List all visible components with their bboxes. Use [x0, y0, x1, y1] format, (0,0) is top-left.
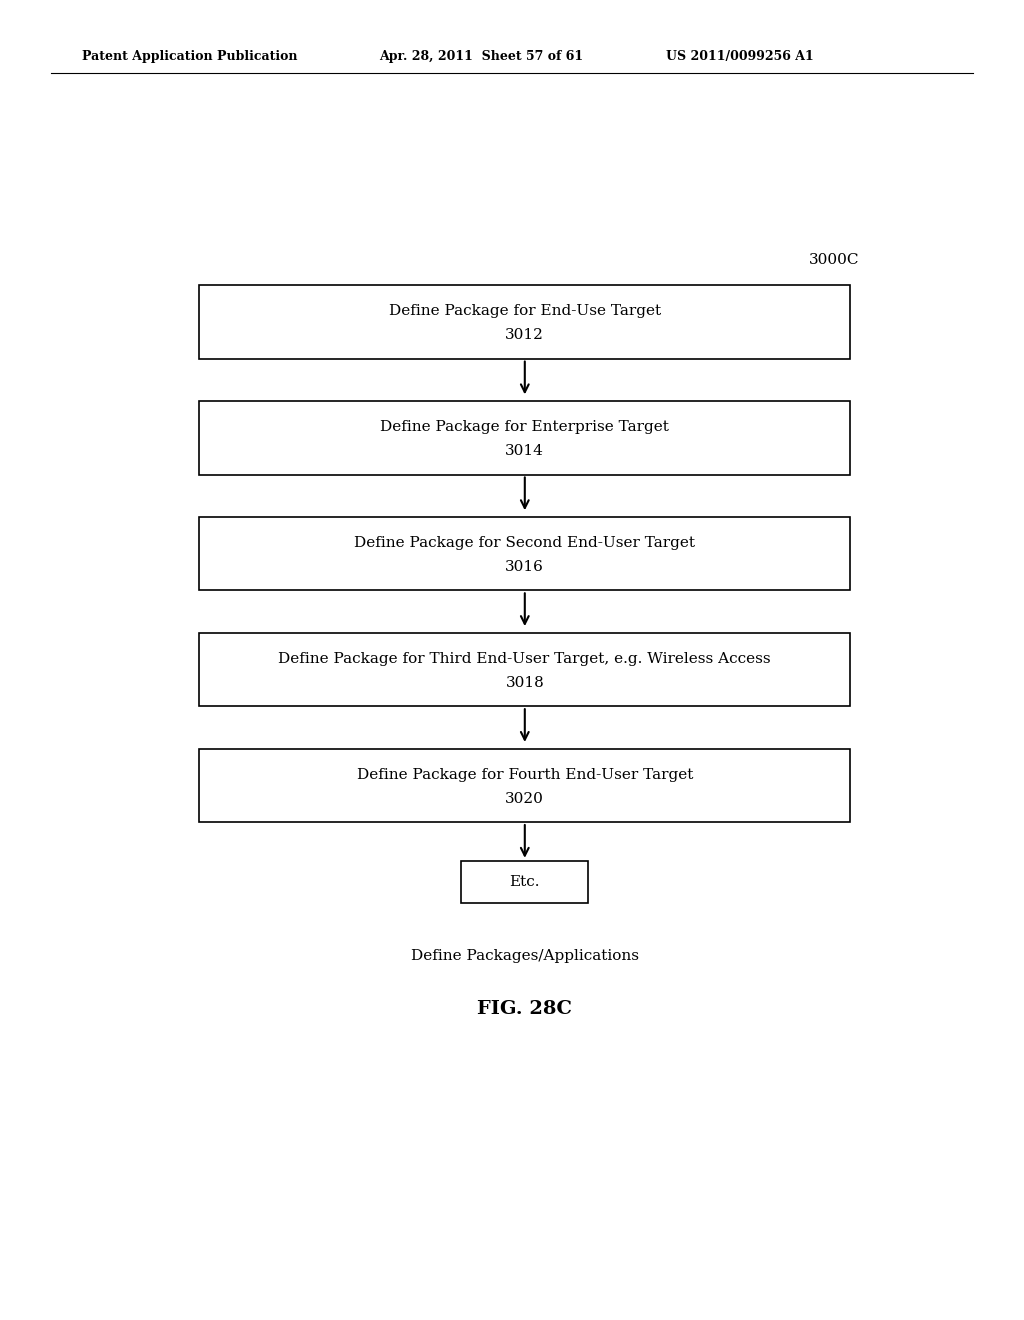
- Text: Define Package for Enterprise Target: Define Package for Enterprise Target: [380, 420, 670, 434]
- FancyBboxPatch shape: [461, 861, 588, 903]
- Text: 3012: 3012: [506, 329, 544, 342]
- Text: 3020: 3020: [506, 792, 544, 805]
- Text: FIG. 28C: FIG. 28C: [477, 1001, 572, 1018]
- Text: Define Package for Fourth End-User Target: Define Package for Fourth End-User Targe…: [356, 767, 693, 781]
- FancyBboxPatch shape: [200, 634, 850, 706]
- Text: Define Package for Third End-User Target, e.g. Wireless Access: Define Package for Third End-User Target…: [279, 652, 771, 665]
- Text: 3018: 3018: [506, 676, 544, 690]
- Text: Define Package for Second End-User Target: Define Package for Second End-User Targe…: [354, 536, 695, 550]
- FancyBboxPatch shape: [200, 748, 850, 822]
- FancyBboxPatch shape: [200, 517, 850, 590]
- Text: US 2011/0099256 A1: US 2011/0099256 A1: [666, 50, 813, 63]
- Text: 3000C: 3000C: [809, 253, 859, 267]
- Text: Define Package for End-Use Target: Define Package for End-Use Target: [389, 304, 660, 318]
- Text: 3014: 3014: [506, 444, 544, 458]
- Text: 3016: 3016: [506, 560, 544, 574]
- Text: Define Packages/Applications: Define Packages/Applications: [411, 949, 639, 964]
- Text: Etc.: Etc.: [510, 875, 540, 890]
- FancyBboxPatch shape: [200, 401, 850, 474]
- Text: Apr. 28, 2011  Sheet 57 of 61: Apr. 28, 2011 Sheet 57 of 61: [379, 50, 583, 63]
- Text: Patent Application Publication: Patent Application Publication: [82, 50, 297, 63]
- FancyBboxPatch shape: [200, 285, 850, 359]
